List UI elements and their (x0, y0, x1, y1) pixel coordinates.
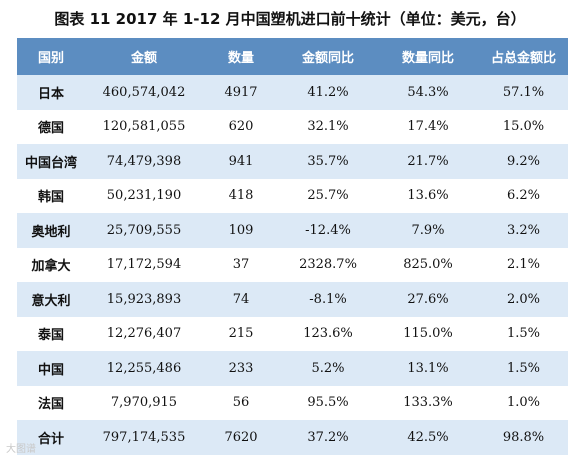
cell-amount: 12,276,407 (106, 326, 182, 342)
cell-quantity-yoy: 115.0% (403, 326, 453, 342)
cell-amount: 12,255,486 (106, 360, 182, 376)
cell-quantity: 74 (232, 291, 250, 307)
cell-country: 韩国 (37, 190, 64, 206)
cell-quantity: 418 (228, 188, 254, 204)
cell-country: 意大利 (31, 293, 71, 309)
cell-amount-yoy: 37.2% (307, 429, 349, 445)
cell-amount: 120,581,055 (102, 119, 186, 135)
cell-quantity: 7620 (224, 429, 258, 445)
header-amount-yoy: 金额同比 (301, 51, 354, 66)
cell-quantity: 4917 (224, 84, 258, 100)
cell-quantity-yoy: 13.6% (407, 188, 449, 204)
header-country: 国别 (37, 51, 64, 66)
cell-share: 15.0% (502, 119, 545, 135)
cell-quantity-yoy: 825.0% (403, 257, 453, 273)
cell-country: 中国台湾 (24, 155, 77, 171)
cell-amount: 460,574,042 (102, 84, 186, 100)
table-row: 日本 460,574,042 4917 41.2% 54.3% 57.1% (17, 75, 568, 110)
cell-amount: 25,709,555 (106, 222, 182, 238)
cell-quantity-yoy: 133.3% (403, 395, 453, 411)
cell-quantity-yoy: 54.3% (407, 84, 449, 100)
cell-amount-yoy: -8.1% (309, 291, 347, 307)
cell-quantity-yoy: 42.5% (407, 429, 449, 445)
cell-quantity-yoy: 17.4% (407, 119, 449, 135)
cell-amount-yoy: 25.7% (307, 188, 349, 204)
import-table: 国别 金额 数量 金额同比 数量同比 占总金额比 日本 460,574,042 49… (17, 38, 568, 455)
cell-quantity: 56 (232, 395, 250, 411)
table-row: 韩国 50,231,190 418 25.7% 13.6% 6.2% (17, 179, 568, 214)
cell-amount-yoy: 5.2% (311, 360, 345, 376)
cell-country: 加拿大 (31, 259, 71, 275)
cell-share: 3.2% (506, 222, 541, 238)
cell-amount: 15,923,893 (106, 291, 182, 307)
table-row: 奥地利 25,709,555 109 -12.4% 7.9% 3.2% (17, 213, 568, 248)
cell-quantity: 233 (228, 360, 254, 376)
cell-share: 1.5% (506, 326, 541, 342)
header-quantity: 数量 (227, 51, 254, 66)
cell-amount: 50,231,190 (106, 188, 182, 204)
cell-amount-yoy: 2328.7% (299, 257, 357, 273)
cell-country: 日本 (37, 86, 64, 102)
cell-country: 中国 (37, 362, 64, 378)
cell-amount-yoy: 32.1% (307, 119, 349, 135)
table-total-row: 合计 797,174,535 7620 37.2% 42.5% 98.8% (17, 420, 568, 455)
cell-share: 57.1% (502, 84, 545, 100)
header-amount: 金额 (130, 51, 157, 66)
cell-quantity-yoy: 7.9% (411, 222, 445, 238)
cell-country: 德国 (37, 121, 64, 137)
watermark: 大图谱 (6, 444, 36, 455)
cell-amount-yoy: 123.6% (303, 326, 353, 342)
cell-quantity-yoy: 13.1% (407, 360, 449, 376)
cell-quantity: 37 (232, 257, 250, 273)
cell-country: 合计 (37, 431, 64, 447)
table-header-row: 国别 金额 数量 金额同比 数量同比 占总金额比 (17, 38, 568, 75)
header-share: 占总金额比 (490, 51, 556, 66)
header-quantity-yoy: 数量同比 (401, 51, 454, 66)
cell-amount-yoy: 41.2% (307, 84, 349, 100)
cell-share: 1.5% (506, 360, 541, 376)
table-row: 德国 120,581,055 620 32.1% 17.4% 15.0% (17, 110, 568, 145)
cell-share: 98.8% (502, 429, 545, 445)
cell-share: 2.0% (506, 291, 541, 307)
table-body: 日本 460,574,042 4917 41.2% 54.3% 57.1% 德国 120,58… (17, 75, 568, 455)
cell-country: 泰国 (37, 328, 64, 344)
cell-amount-yoy: 35.7% (307, 153, 349, 169)
cell-share: 1.0% (506, 395, 541, 411)
table-row: 意大利 15,923,893 74 -8.1% 27.6% 2.0% (17, 282, 568, 317)
cell-country: 法国 (37, 397, 64, 413)
table-title: 图表 11 2017 年 1-12 月中国塑机进口前十统计（单位：美元，台） (54, 10, 526, 28)
cell-quantity-yoy: 27.6% (407, 291, 449, 307)
cell-share: 9.2% (506, 153, 541, 169)
cell-quantity: 109 (228, 222, 254, 238)
cell-quantity: 620 (228, 119, 254, 135)
table-row: 中国台湾 74,479,398 941 35.7% 21.7% 9.2% (17, 144, 568, 179)
cell-amount: 797,174,535 (102, 429, 186, 445)
cell-country: 奥地利 (31, 224, 71, 240)
cell-amount-yoy: -12.4% (305, 222, 351, 238)
cell-amount: 17,172,594 (106, 257, 182, 273)
table-row: 法国 7,970,915 56 95.5% 133.3% 1.0% (17, 386, 568, 421)
table-row: 中国 12,255,486 233 5.2% 13.1% 1.5% (17, 351, 568, 386)
cell-quantity: 941 (228, 153, 254, 169)
cell-amount: 7,970,915 (110, 395, 178, 411)
cell-share: 2.1% (506, 257, 541, 273)
cell-share: 6.2% (506, 188, 541, 204)
cell-quantity: 215 (228, 326, 254, 342)
cell-quantity-yoy: 21.7% (407, 153, 449, 169)
cell-amount: 74,479,398 (106, 153, 182, 169)
table-row: 加拿大 17,172,594 37 2328.7% 825.0% 2.1% (17, 248, 568, 283)
table-row: 泰国 12,276,407 215 123.6% 115.0% 1.5% (17, 317, 568, 352)
cell-amount-yoy: 95.5% (307, 395, 349, 411)
